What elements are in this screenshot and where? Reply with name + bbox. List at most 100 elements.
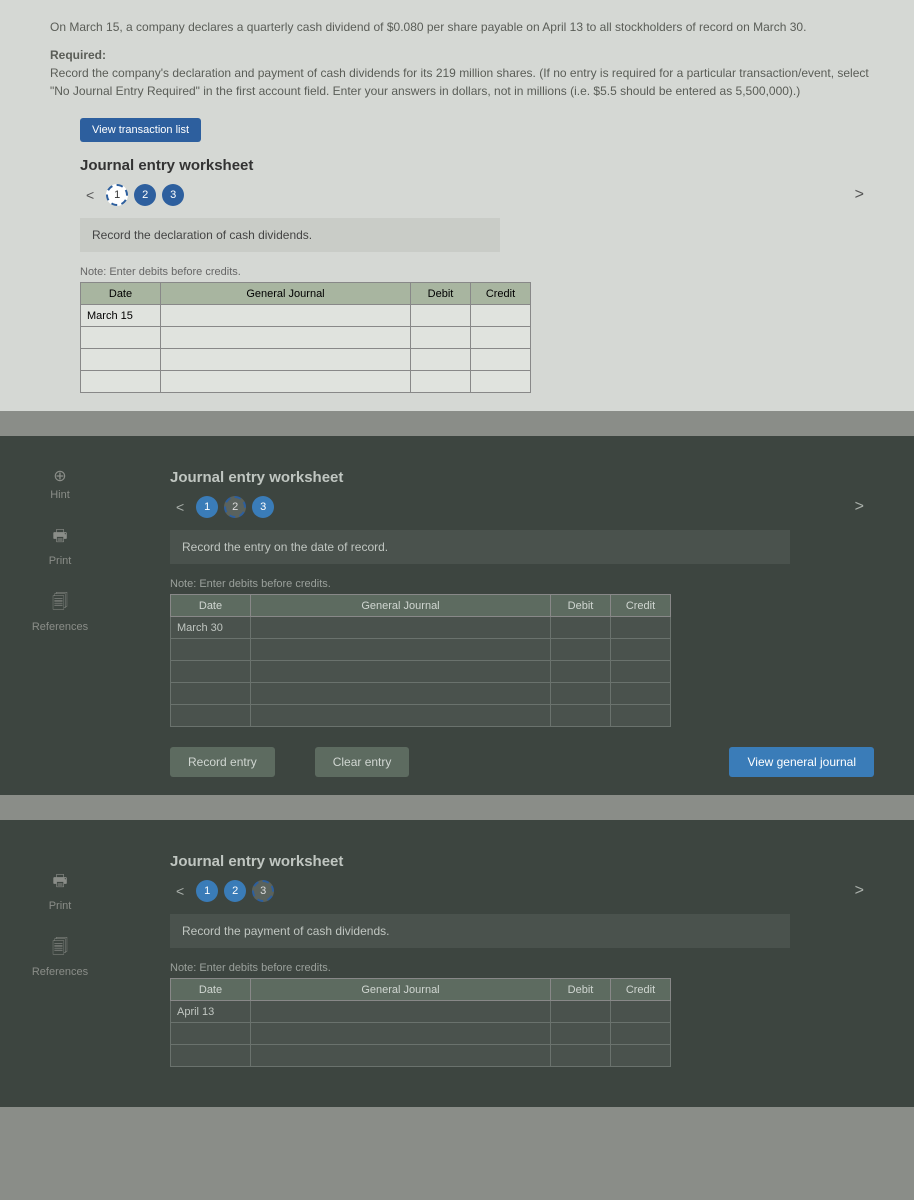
date-cell[interactable] <box>171 683 251 705</box>
references-button[interactable]: 🗐References <box>32 936 88 978</box>
account-cell[interactable] <box>251 617 551 639</box>
debit-cell[interactable] <box>411 327 471 349</box>
panel-step-3: 🖶Print 🗐References Journal entry workshe… <box>0 820 914 1107</box>
hint-button[interactable]: ⊕Hint <box>50 466 70 501</box>
step-nav-3: < 1 2 3 > <box>170 880 874 902</box>
debit-cell[interactable] <box>551 683 611 705</box>
date-cell[interactable] <box>171 705 251 727</box>
credit-cell[interactable] <box>611 1001 671 1023</box>
date-cell[interactable] <box>171 639 251 661</box>
debit-cell[interactable] <box>551 1001 611 1023</box>
account-cell[interactable] <box>161 305 411 327</box>
date-cell[interactable] <box>81 327 161 349</box>
debit-cell[interactable] <box>411 371 471 393</box>
credit-cell[interactable] <box>471 371 531 393</box>
prev-step-button[interactable]: < <box>80 187 100 203</box>
credit-cell[interactable] <box>471 349 531 371</box>
th-date: Date <box>171 595 251 617</box>
date-cell[interactable]: April 13 <box>171 1001 251 1023</box>
credit-cell[interactable] <box>471 327 531 349</box>
th-gj: General Journal <box>161 283 411 305</box>
view-general-journal-button[interactable]: View general journal <box>729 747 874 777</box>
th-gj: General Journal <box>251 595 551 617</box>
debit-cell[interactable] <box>551 1023 611 1045</box>
worksheet-title-1: Journal entry worksheet <box>80 157 874 174</box>
credit-cell[interactable] <box>611 705 671 727</box>
question-required: Required: Record the company's declarati… <box>50 46 874 100</box>
print-button[interactable]: 🖶Print <box>49 525 72 567</box>
credit-cell[interactable] <box>611 1023 671 1045</box>
th-date: Date <box>81 283 161 305</box>
account-cell[interactable] <box>161 371 411 393</box>
account-cell[interactable] <box>251 1001 551 1023</box>
th-debit: Debit <box>411 283 471 305</box>
worksheet-title-3: Journal entry worksheet <box>170 853 874 870</box>
panel-step-2: ⊕Hint 🖶Print 🗐References Journal entry w… <box>0 436 914 795</box>
journal-table-2: Date General Journal Debit Credit March … <box>170 594 671 727</box>
note-text-1: Note: Enter debits before credits. <box>80 266 874 278</box>
step-nav-2: < 1 2 3 > <box>170 496 874 518</box>
date-cell[interactable] <box>81 349 161 371</box>
date-cell[interactable]: March 15 <box>81 305 161 327</box>
credit-cell[interactable] <box>611 617 671 639</box>
instruction-box-3: Record the payment of cash dividends. <box>170 914 790 948</box>
print-icon: 🖶 <box>52 525 67 552</box>
credit-cell[interactable] <box>611 661 671 683</box>
prev-step-button[interactable]: < <box>170 883 190 899</box>
references-icon: 🗐 <box>52 936 68 963</box>
debit-cell[interactable] <box>411 349 471 371</box>
print-button[interactable]: 🖶Print <box>49 870 72 912</box>
step-3[interactable]: 3 <box>252 880 274 902</box>
account-cell[interactable] <box>251 661 551 683</box>
record-entry-button[interactable]: Record entry <box>170 747 275 777</box>
account-cell[interactable] <box>251 639 551 661</box>
account-cell[interactable] <box>161 327 411 349</box>
account-cell[interactable] <box>161 349 411 371</box>
view-transaction-list-button[interactable]: View transaction list <box>80 118 201 142</box>
step-2[interactable]: 2 <box>224 880 246 902</box>
references-button[interactable]: 🗐References <box>32 591 88 633</box>
next-step-button[interactable]: > <box>845 186 874 204</box>
step-3[interactable]: 3 <box>162 184 184 206</box>
step-2[interactable]: 2 <box>134 184 156 206</box>
step-1[interactable]: 1 <box>196 496 218 518</box>
credit-cell[interactable] <box>471 305 531 327</box>
button-row-2: Record entry Clear entry View general jo… <box>170 747 874 777</box>
account-cell[interactable] <box>251 683 551 705</box>
clear-entry-button[interactable]: Clear entry <box>315 747 410 777</box>
date-cell[interactable] <box>81 371 161 393</box>
debit-cell[interactable] <box>551 661 611 683</box>
credit-cell[interactable] <box>611 1045 671 1067</box>
step-1[interactable]: 1 <box>106 184 128 206</box>
next-step-button[interactable]: > <box>845 882 874 900</box>
step-3[interactable]: 3 <box>252 496 274 518</box>
hint-icon: ⊕ <box>53 466 66 486</box>
credit-cell[interactable] <box>611 639 671 661</box>
th-credit: Credit <box>471 283 531 305</box>
required-text: Record the company's declaration and pay… <box>50 66 869 98</box>
debit-cell[interactable] <box>551 705 611 727</box>
print-icon: 🖶 <box>52 870 67 897</box>
debit-cell[interactable] <box>551 617 611 639</box>
instruction-box-2: Record the entry on the date of record. <box>170 530 790 564</box>
prev-step-button[interactable]: < <box>170 499 190 515</box>
debit-cell[interactable] <box>411 305 471 327</box>
account-cell[interactable] <box>251 1045 551 1067</box>
th-credit: Credit <box>611 979 671 1001</box>
debit-cell[interactable] <box>551 1045 611 1067</box>
date-cell[interactable] <box>171 1045 251 1067</box>
credit-cell[interactable] <box>611 683 671 705</box>
debit-cell[interactable] <box>551 639 611 661</box>
journal-table-3: Date General Journal Debit Credit April … <box>170 978 671 1067</box>
account-cell[interactable] <box>251 705 551 727</box>
date-cell[interactable]: March 30 <box>171 617 251 639</box>
th-debit: Debit <box>551 595 611 617</box>
step-2[interactable]: 2 <box>224 496 246 518</box>
instruction-box-1: Record the declaration of cash dividends… <box>80 218 500 252</box>
next-step-button[interactable]: > <box>845 498 874 516</box>
date-cell[interactable] <box>171 661 251 683</box>
step-1[interactable]: 1 <box>196 880 218 902</box>
date-cell[interactable] <box>171 1023 251 1045</box>
th-credit: Credit <box>611 595 671 617</box>
account-cell[interactable] <box>251 1023 551 1045</box>
